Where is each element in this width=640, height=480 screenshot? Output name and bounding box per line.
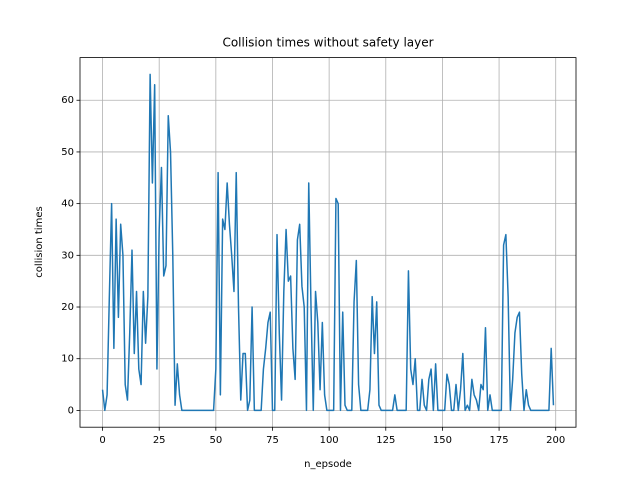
- data-line: [101, 73, 555, 412]
- y-tick-label: 0: [68, 405, 74, 416]
- y-tick-label: 60: [61, 95, 74, 106]
- x-tick-label: 200: [546, 435, 565, 446]
- chart-title: Collision times without safety layer: [222, 36, 433, 50]
- y-tick-label: 20: [61, 302, 74, 313]
- plot-frame: [79, 57, 577, 428]
- y-tick-label: 40: [61, 199, 74, 210]
- x-tick-label: 50: [209, 435, 222, 446]
- y-axis-label: collision times: [34, 206, 45, 277]
- x-tick-label: 175: [490, 435, 509, 446]
- y-tick-label: 50: [61, 147, 74, 158]
- x-tick-label: 150: [433, 435, 452, 446]
- y-tick-label: 10: [61, 354, 74, 365]
- y-tick-label: 30: [61, 250, 74, 261]
- x-axis-label: n_epsode: [304, 459, 352, 470]
- x-tick-label: 125: [376, 435, 395, 446]
- x-tick-label: 100: [320, 435, 339, 446]
- x-tick-label: 25: [153, 435, 166, 446]
- x-tick-label: 75: [266, 435, 279, 446]
- x-tick-label: 0: [99, 435, 105, 446]
